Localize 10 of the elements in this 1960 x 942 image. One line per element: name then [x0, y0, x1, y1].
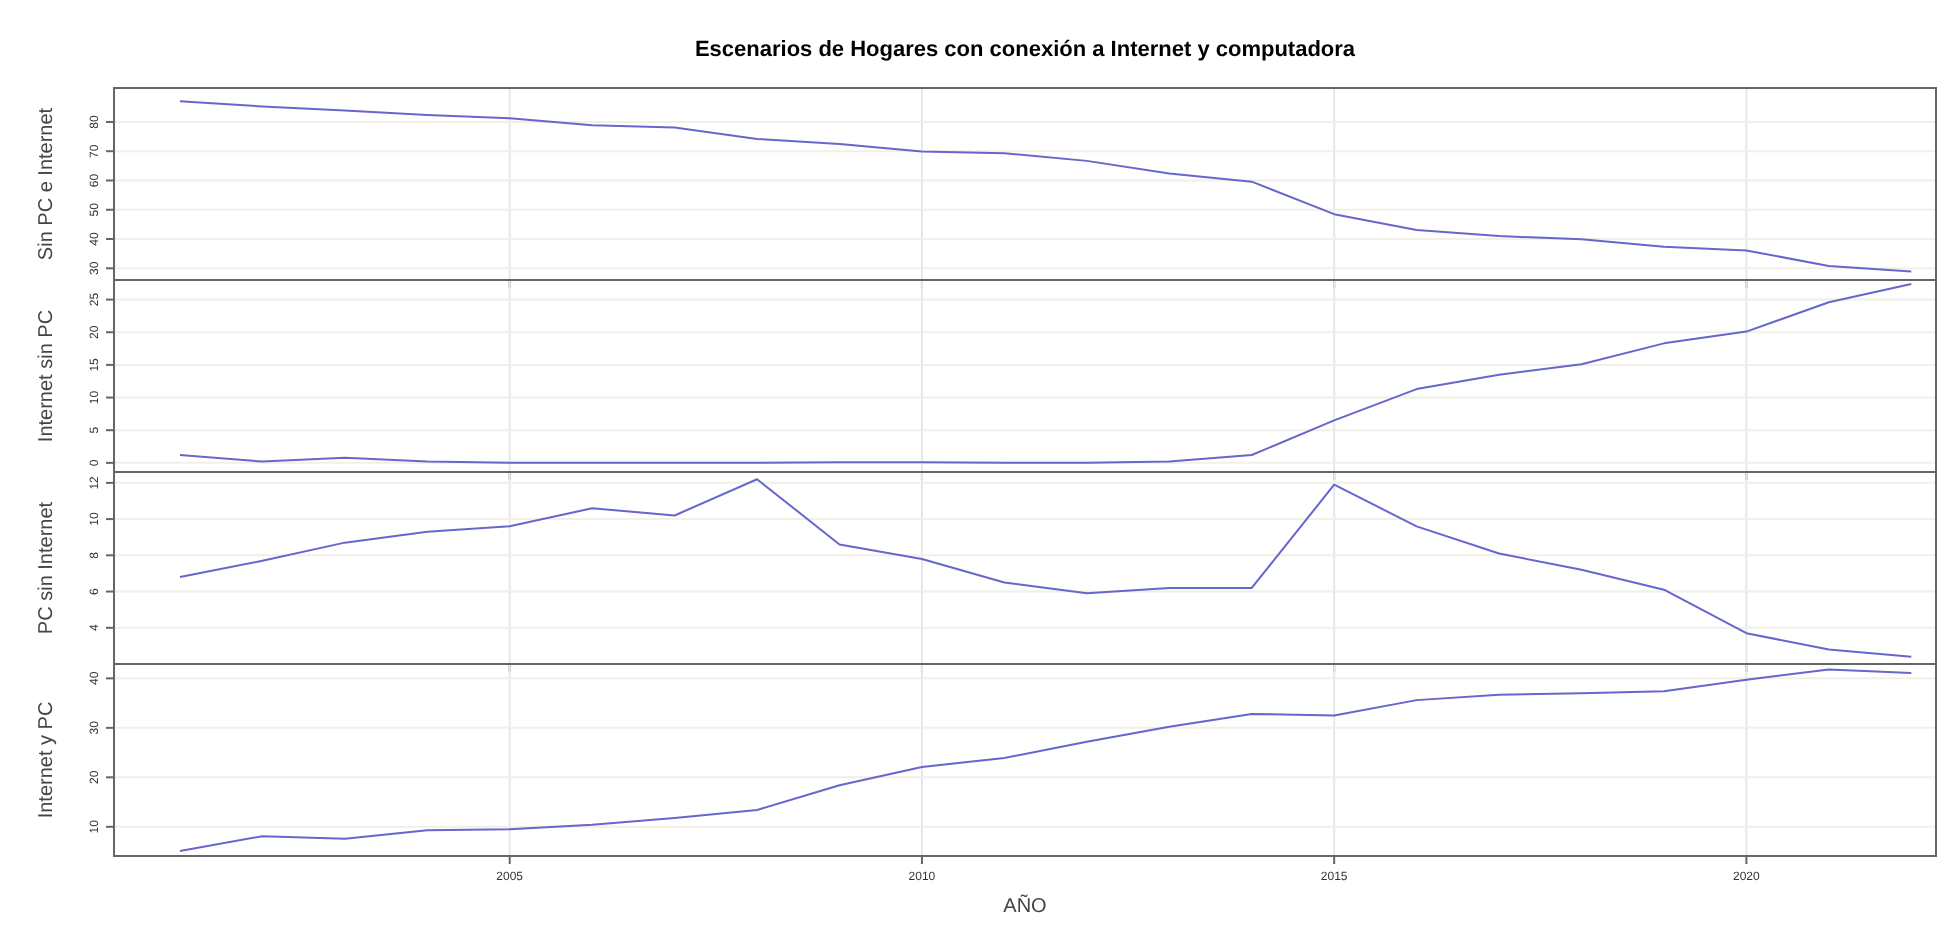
- x-axis-title: AÑO: [1003, 894, 1048, 918]
- chart-title: Escenarios de Hogares con conexión a Internet y computadora: [694, 38, 1357, 62]
- y-axis-title: Sin PC e Internet: [36, 107, 58, 261]
- line-series: [178, 282, 1913, 464]
- line-series: [178, 668, 1913, 853]
- y-axis-title: Internet sin PC: [36, 309, 58, 443]
- line-series: [178, 478, 1913, 658]
- line-series: [178, 100, 1913, 273]
- y-axis-title: Internet y PC: [36, 701, 58, 819]
- y-axis-title: PC sin Internet: [36, 501, 58, 635]
